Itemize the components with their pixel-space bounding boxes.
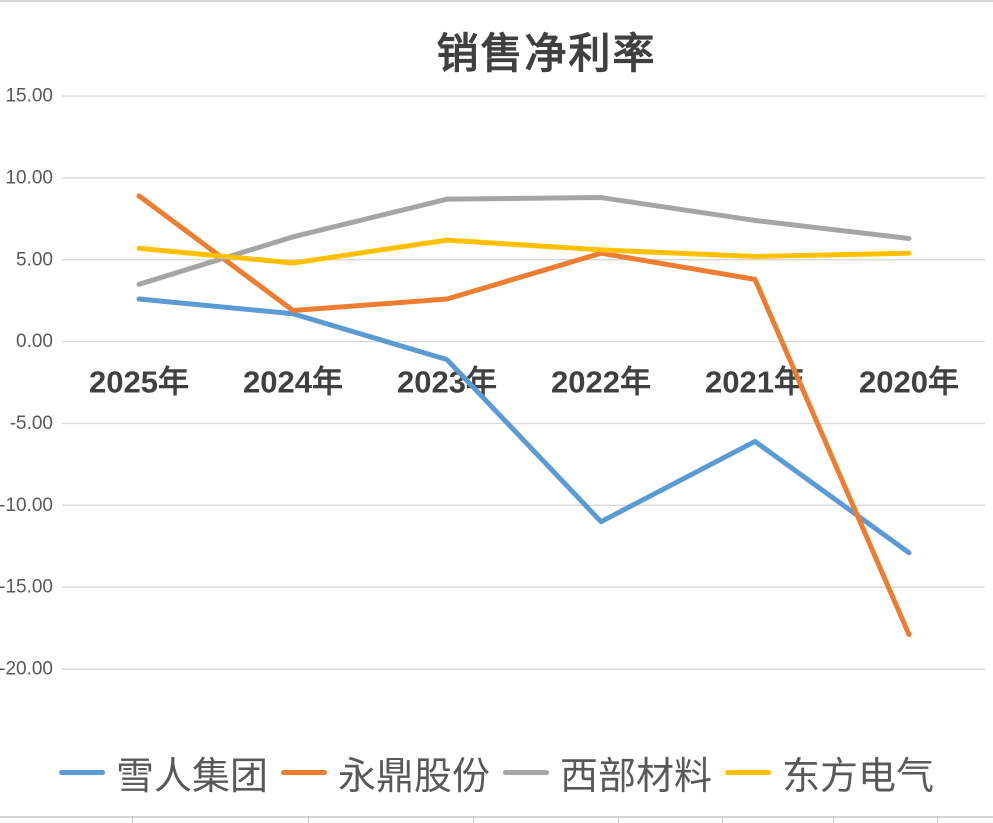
legend-line-swatch	[503, 769, 549, 775]
x-axis-category-label: 2025年	[89, 365, 189, 400]
legend-item-0: 雪人集团	[58, 745, 268, 800]
legend-label: 西部材料	[560, 753, 713, 798]
y-axis-tick-label: 0.00	[16, 331, 53, 352]
series-line-3	[136, 237, 912, 266]
spreadsheet-cell-border	[722, 816, 723, 823]
spreadsheet-row-border-bottom	[0, 816, 993, 818]
chart-title: 销售净利率	[436, 29, 657, 78]
x-axis-category-label: 2022年	[551, 365, 651, 400]
y-axis-tick-label: -5.00	[10, 413, 53, 434]
spreadsheet-cell-border	[833, 816, 834, 823]
y-axis-tick-label: 5.00	[16, 249, 53, 270]
x-axis-category-label: 2021年	[705, 365, 805, 400]
chart-legend: 雪人集团 永鼎股份 西部材料 东方电气	[0, 737, 993, 807]
y-axis-tick-label: -15.00	[0, 577, 53, 598]
legend-label: 雪人集团	[115, 753, 268, 798]
spreadsheet-cell-border	[473, 816, 474, 823]
y-axis-tick-label: -10.00	[0, 495, 53, 516]
legend-line-swatch	[280, 769, 327, 775]
series-line-2	[136, 195, 912, 287]
legend-item-3: 东方电气	[725, 745, 934, 800]
series-line-1	[136, 193, 912, 638]
legend-line-swatch	[58, 769, 105, 775]
legend-label: 东方电气	[782, 753, 935, 798]
y-axis-tick-label: 15.00	[5, 86, 53, 107]
y-axis-tick-label: 10.00	[5, 167, 53, 188]
y-axis-tick-label: -20.00	[0, 659, 53, 680]
x-axis-category-label: 2024年	[243, 365, 343, 400]
legend-label: 永鼎股份	[337, 753, 490, 798]
legend-line-swatch	[725, 769, 772, 775]
series-line-0	[136, 296, 912, 556]
x-axis-category-label: 2020年	[859, 365, 959, 400]
spreadsheet-cell-border	[132, 816, 133, 823]
spreadsheet-cell-border	[937, 816, 938, 823]
spreadsheet-cell-border	[618, 816, 619, 823]
spreadsheet-cell-border	[308, 816, 309, 823]
spreadsheet-row-border-top	[0, 0, 993, 2]
legend-item-1: 永鼎股份	[280, 745, 490, 800]
legend-item-2: 西部材料	[503, 745, 712, 800]
